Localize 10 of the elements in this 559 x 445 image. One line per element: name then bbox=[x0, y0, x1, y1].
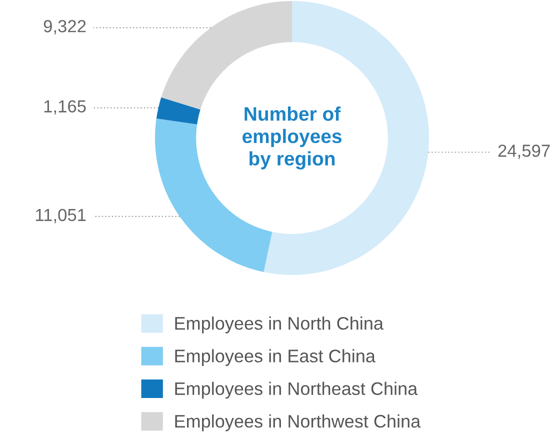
data-label: 24,597 bbox=[498, 144, 550, 159]
donut-slice bbox=[156, 97, 200, 124]
text: Number of employees by region bbox=[242, 106, 342, 170]
legend-label: Employees in Northwest China bbox=[175, 414, 421, 432]
data-label: 11,051 bbox=[36, 208, 86, 224]
data-label: 9,322 bbox=[44, 20, 86, 34]
legend-label: Employees in North China bbox=[175, 316, 384, 334]
legend-label: Employees in Northeast China bbox=[175, 382, 418, 399]
data-label: 1,165 bbox=[44, 100, 86, 115]
legend-label: Employees in East China bbox=[175, 349, 376, 366]
